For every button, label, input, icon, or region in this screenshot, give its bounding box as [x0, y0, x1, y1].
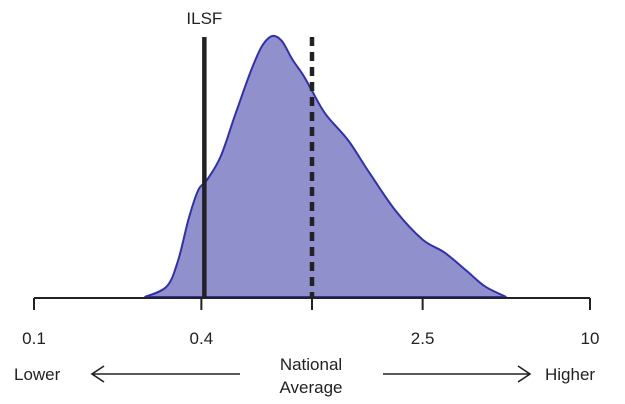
reference-lines: ILSF — [186, 9, 315, 298]
national-label-line1: National — [280, 355, 342, 374]
x-tick-label: 10 — [581, 329, 600, 348]
higher-label: Higher — [545, 365, 595, 384]
density-area — [144, 34, 507, 298]
x-tick-label: 0.1 — [22, 329, 46, 348]
x-tick-label: 0.4 — [190, 329, 214, 348]
x-tick-label: 2.5 — [411, 329, 435, 348]
x-axis: 0.1 0.4 2.5 10 — [22, 297, 600, 348]
lower-label: Lower — [14, 365, 61, 384]
right-arrow-head — [517, 365, 532, 383]
direction-annotations: Lower National Average Higher — [14, 355, 595, 397]
ilsf-label: ILSF — [186, 9, 222, 28]
national-label-line2: Average — [279, 378, 342, 397]
left-arrow-head — [90, 365, 105, 383]
